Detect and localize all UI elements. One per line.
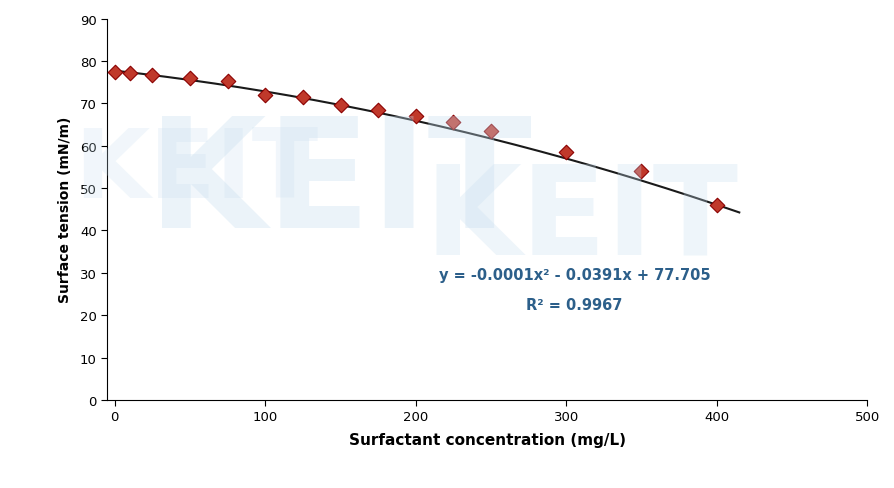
Point xyxy=(710,202,724,209)
Point xyxy=(107,68,122,76)
Text: KEIT: KEIT xyxy=(74,124,319,217)
Point xyxy=(559,149,573,157)
X-axis label: Surfactant concentration (mg/L): Surfactant concentration (mg/L) xyxy=(349,432,626,447)
Point xyxy=(122,70,137,78)
Point xyxy=(409,113,423,121)
Point xyxy=(221,78,235,86)
Text: y = -0.0001x² - 0.0391x + 77.705: y = -0.0001x² - 0.0391x + 77.705 xyxy=(439,267,711,282)
Text: KEIT: KEIT xyxy=(424,159,738,280)
Point xyxy=(258,92,273,100)
Point xyxy=(446,119,460,127)
Point xyxy=(296,94,310,102)
Y-axis label: Surface tension (mN/m): Surface tension (mN/m) xyxy=(57,117,72,303)
Text: KEIT: KEIT xyxy=(148,111,532,260)
Point xyxy=(333,102,348,110)
Point xyxy=(635,168,649,176)
Point xyxy=(484,128,498,136)
Point xyxy=(145,71,159,79)
Text: R² = 0.9967: R² = 0.9967 xyxy=(527,298,623,312)
Point xyxy=(183,75,198,82)
Point xyxy=(371,106,385,114)
